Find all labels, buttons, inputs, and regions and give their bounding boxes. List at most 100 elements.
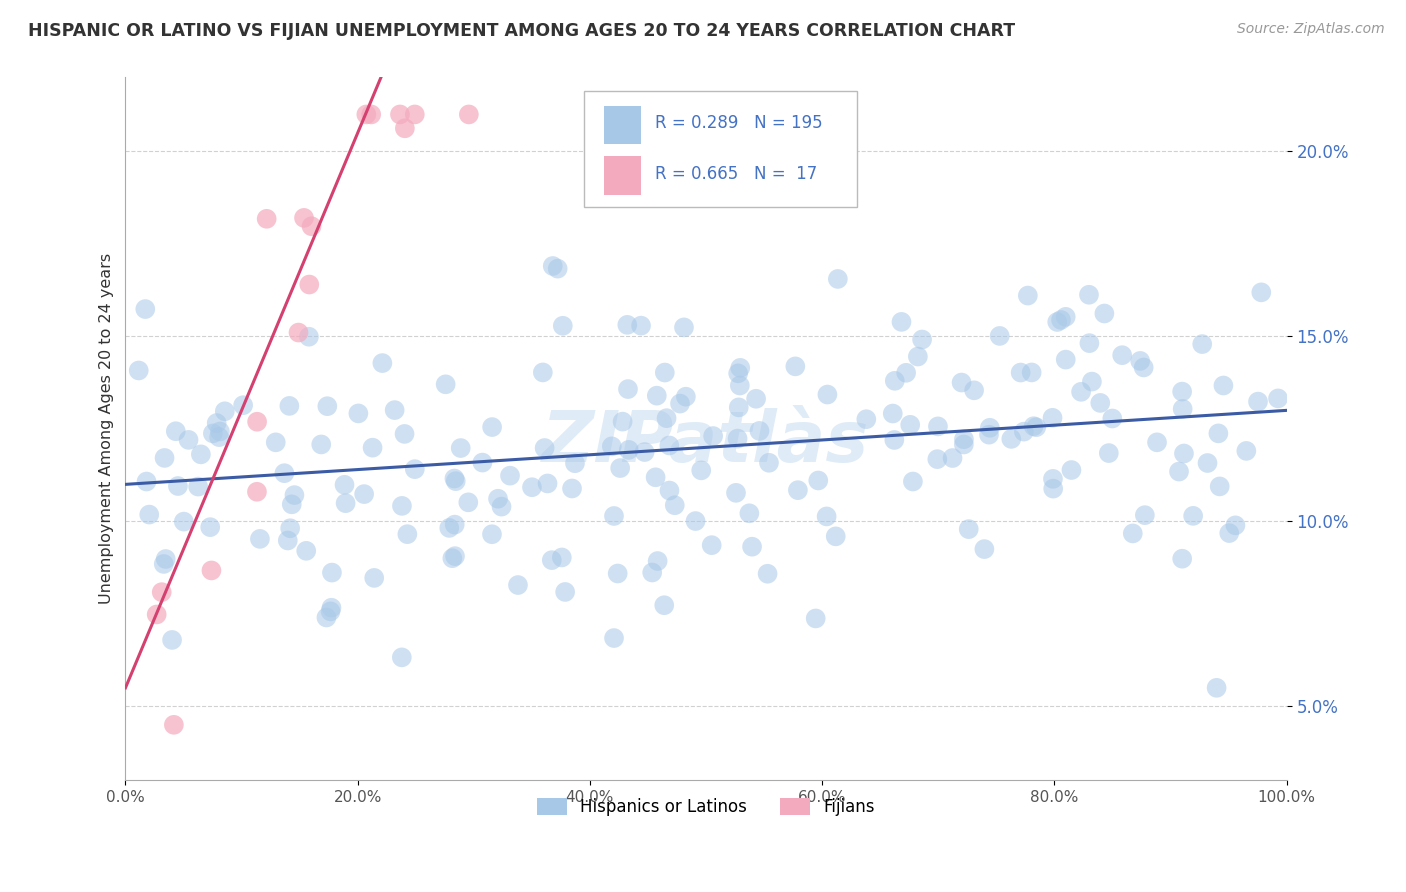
Point — [1122, 526, 1144, 541]
Point — [353, 487, 375, 501]
Point — [785, 359, 807, 374]
Point — [287, 326, 309, 340]
Point — [561, 482, 583, 496]
Point — [927, 452, 949, 467]
Point — [1197, 456, 1219, 470]
Point — [315, 610, 337, 624]
Point — [1054, 310, 1077, 324]
Point — [1025, 420, 1047, 434]
Point — [1225, 518, 1247, 533]
Point — [1133, 508, 1156, 523]
Point — [1078, 287, 1101, 301]
Point — [700, 538, 723, 552]
Point — [669, 396, 692, 410]
Y-axis label: Unemployment Among Ages 20 to 24 years: Unemployment Among Ages 20 to 24 years — [100, 253, 114, 605]
Point — [827, 272, 849, 286]
Point — [600, 439, 623, 453]
Point — [404, 462, 426, 476]
Point — [138, 508, 160, 522]
Point — [1247, 394, 1270, 409]
Point — [911, 333, 934, 347]
Point — [481, 527, 503, 541]
Point — [1111, 348, 1133, 362]
Point — [1054, 352, 1077, 367]
Point — [135, 475, 157, 489]
Point — [153, 450, 176, 465]
Point — [1010, 366, 1032, 380]
Point — [214, 404, 236, 418]
Point — [758, 456, 780, 470]
Point — [1171, 384, 1194, 399]
Point — [361, 441, 384, 455]
Point — [1042, 482, 1064, 496]
Point — [672, 320, 695, 334]
Point — [360, 107, 382, 121]
Point — [298, 329, 321, 343]
Point — [298, 277, 321, 292]
Point — [201, 426, 224, 441]
Point — [1209, 479, 1232, 493]
Point — [249, 532, 271, 546]
Point — [200, 564, 222, 578]
Point — [804, 611, 827, 625]
Text: HISPANIC OR LATINO VS FIJIAN UNEMPLOYMENT AMONG AGES 20 TO 24 YEARS CORRELATION : HISPANIC OR LATINO VS FIJIAN UNEMPLOYMEN… — [28, 22, 1015, 40]
Point — [815, 387, 838, 401]
Point — [1234, 444, 1257, 458]
Point — [335, 496, 357, 510]
Point — [1101, 411, 1123, 425]
Point — [1212, 378, 1234, 392]
Point — [658, 483, 681, 498]
Point — [745, 392, 768, 406]
Point — [1042, 410, 1064, 425]
Point — [941, 450, 963, 465]
Point — [347, 406, 370, 420]
Point — [616, 318, 638, 332]
Point — [273, 466, 295, 480]
Point — [617, 442, 640, 457]
Point — [551, 318, 574, 333]
Point — [654, 366, 676, 380]
Point — [1021, 366, 1043, 380]
Point — [950, 376, 973, 390]
Point — [894, 366, 917, 380]
Point — [128, 363, 150, 377]
Point — [1129, 354, 1152, 368]
Point — [177, 433, 200, 447]
Point — [953, 437, 976, 451]
Point — [1218, 526, 1240, 541]
Point — [205, 416, 228, 430]
Point — [533, 441, 555, 455]
Point — [963, 384, 986, 398]
Point — [1078, 336, 1101, 351]
Point — [658, 438, 681, 452]
Point — [655, 411, 678, 425]
Point — [145, 607, 167, 622]
Point — [536, 476, 558, 491]
Point — [603, 508, 626, 523]
Point — [957, 522, 980, 536]
Point — [165, 424, 187, 438]
Point — [748, 424, 770, 438]
Point — [728, 360, 751, 375]
Point — [953, 432, 976, 446]
Point — [391, 499, 413, 513]
Point — [277, 533, 299, 548]
Point — [491, 500, 513, 514]
Point — [685, 514, 707, 528]
Point — [652, 599, 675, 613]
Point — [554, 585, 576, 599]
Point — [506, 578, 529, 592]
Point — [890, 315, 912, 329]
Point — [457, 495, 479, 509]
Point — [394, 121, 416, 136]
Point — [630, 318, 652, 333]
Point — [155, 552, 177, 566]
Point — [988, 329, 1011, 343]
Point — [647, 554, 669, 568]
Point — [1182, 508, 1205, 523]
Point — [756, 566, 779, 581]
Point — [434, 377, 457, 392]
Point — [396, 527, 419, 541]
Point — [1050, 313, 1073, 327]
Point — [309, 437, 332, 451]
